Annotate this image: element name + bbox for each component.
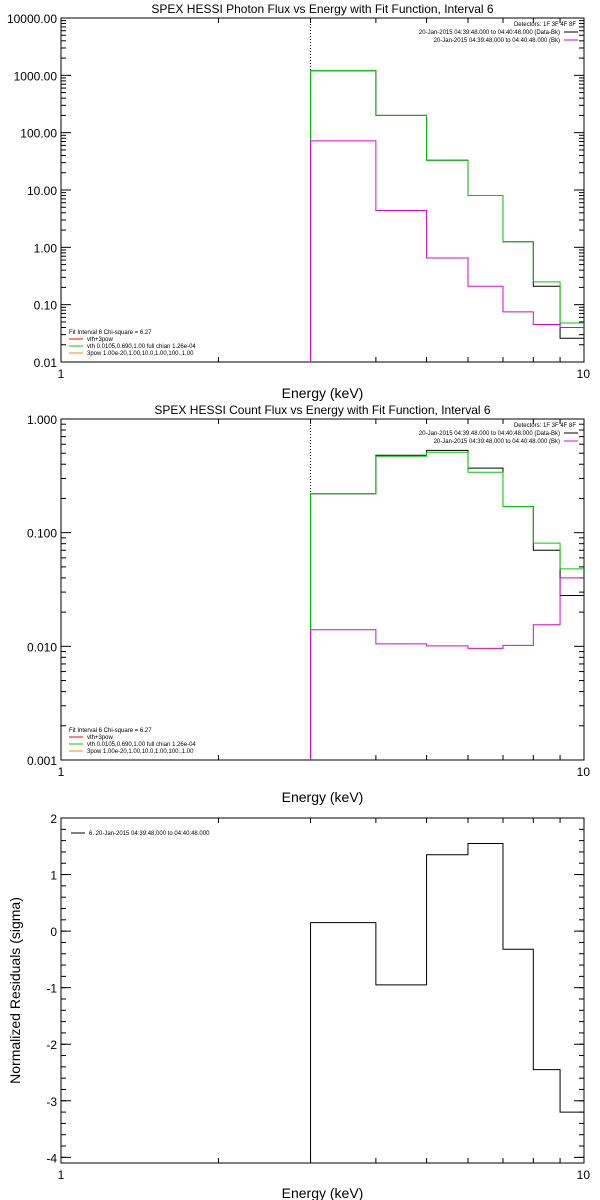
x-axis-label: Energy (keV) [282,385,364,401]
plot-frame [60,17,585,363]
series-line-vth-3pow [310,451,584,760]
legend-entry: 6. 20-Jan-2015 04:39:48.000 to 04:40:48.… [89,831,210,837]
y-tick-label: 2 [50,812,57,826]
y-tick-label: 0.001 [27,754,57,768]
y-tick-label: -1 [46,982,57,996]
legend-entry: 20-Jan-2015 04:39:48.000 to 04:40:48.000… [434,38,560,44]
series-line-residuals [310,842,584,1163]
legend-entry: 20-Jan-2015 04:39:48.000 to 04:40:48.000… [419,431,560,437]
series-line-bk [310,140,584,362]
fit-legend-entry: vth+3pow [87,337,114,343]
chart-panel-3: Energy (keV) Normalized Residuals (sigma)… [7,812,590,1200]
y-tick-label: 1.000 [27,413,57,427]
legend-entry: 20-Jan-2015 04:39:48.000 to 04:40:48.000… [434,439,560,445]
y-tick-label: -4 [46,1151,57,1165]
y-tick-label: 1.00 [34,241,58,255]
chart-panel-1: SPEX HESSI Photon Flux vs Energy with Fi… [7,2,590,401]
y-tick-label: 10000.00 [7,12,57,26]
chart-panel-2: SPEX HESSI Count Flux vs Energy with Fit… [27,403,590,805]
y-tick-label: 0 [50,925,57,939]
plot-frame [60,817,585,1164]
y-tick-label: 0.01 [34,356,58,370]
series-line-data-bk [310,70,584,362]
chart-title: SPEX HESSI Photon Flux vs Energy with Fi… [151,2,493,16]
x-tick-label: 1 [58,1168,65,1182]
x-tick-label: 10 [577,1168,591,1182]
y-tick-label: -2 [46,1038,57,1052]
x-tick-label: 10 [577,765,591,779]
x-tick-label: 1 [58,367,65,381]
fit-legend-entry: vth+3pow [87,735,114,741]
series-line-vth-3pow [310,70,584,362]
fit-legend-entry: vth 0.0105,0.690,1.00 full chian 1.26e-0… [87,344,196,350]
y-tick-label: 0.100 [27,527,57,541]
series-line-bk [310,577,584,760]
y-tick-label: -3 [46,1095,57,1109]
fit-legend-entry: 3pow 1.00e-20,1.00,10.0,1.00,100.,1.00 [87,351,194,357]
chart-title: SPEX HESSI Count Flux vs Energy with Fit… [154,403,490,417]
fit-legend-entry: Fit Interval 6 Chi-square = 6.27 [69,728,152,734]
legend-entry: 20-Jan-2015 04:39:48.000 to 04:40:48.000… [419,30,560,36]
fit-legend-entry: 3pow 1.00e-20,1.00,10.0,1.00,100.,1.00 [87,749,194,755]
y-tick-label: 10.00 [27,184,57,198]
y-tick-label: 1000.00 [14,69,58,83]
y-tick-label: 100.00 [20,127,57,141]
y-axis-label: Normalized Residuals (sigma) [7,897,23,1084]
x-axis-label: Energy (keV) [282,789,364,805]
y-tick-label: 1 [50,869,57,883]
detectors-label: Detectors: 1F 3F 4F 8F [514,423,576,429]
series-line-data-bk [310,449,584,760]
x-tick-label: 10 [577,367,591,381]
fit-legend-entry: Fit Interval 6 Chi-square = 6.27 [69,330,152,336]
x-tick-label: 1 [58,765,65,779]
y-tick-label: 0.10 [34,299,58,313]
y-tick-label: 0.010 [27,640,57,654]
fit-legend-entry: vth 0.0105,0.690,1.00 full chian 1.26e-0… [87,742,196,748]
x-axis-label: Energy (keV) [282,1185,364,1200]
plot-frame [60,418,585,761]
detectors-label: Detectors: 1F 3F 4F 8F [514,22,576,28]
